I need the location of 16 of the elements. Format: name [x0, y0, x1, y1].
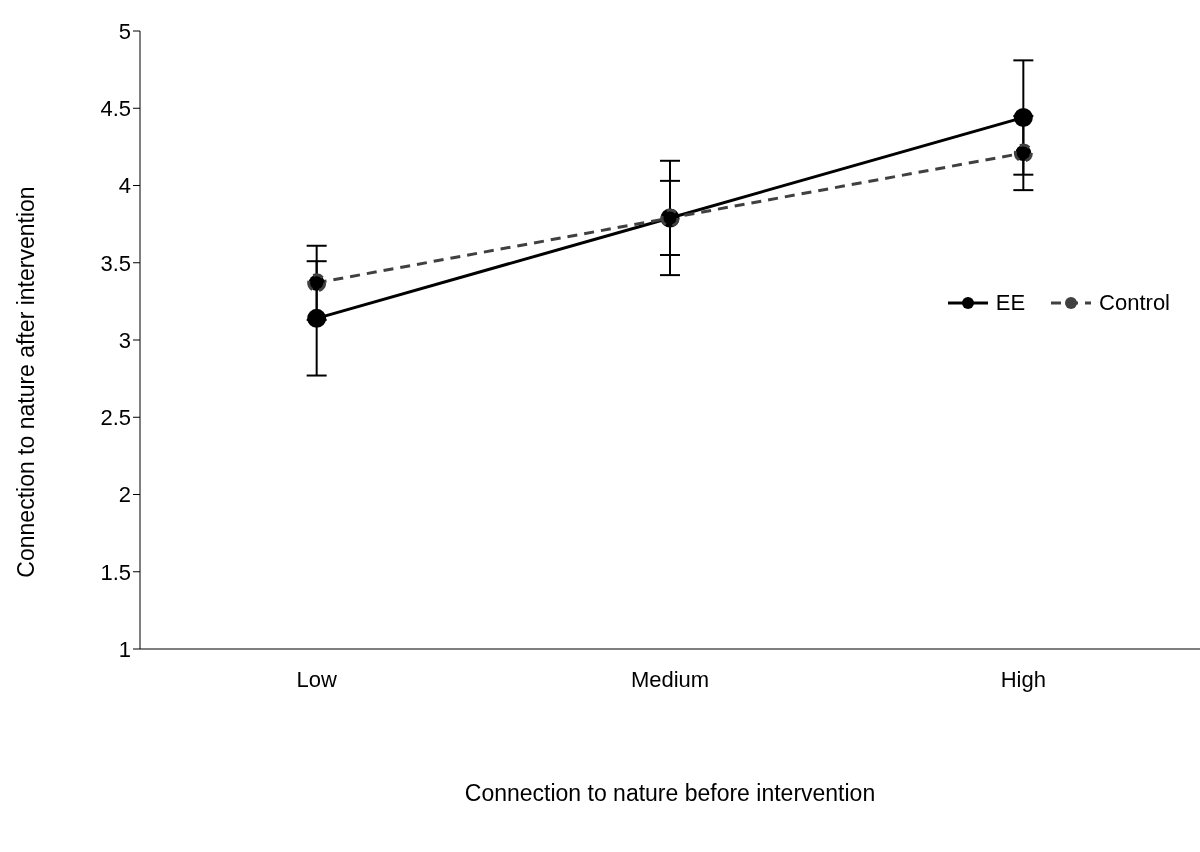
x-tick-label: Low	[296, 666, 337, 692]
y-tick-label: 3.5	[100, 250, 131, 276]
y-tick-label: 3	[118, 327, 131, 353]
x-axis-title: Connection to nature before intervention	[463, 780, 877, 807]
y-tick-label: 4	[118, 173, 131, 199]
legend-label: EE	[995, 290, 1026, 316]
y-tick-label: 2	[118, 482, 131, 508]
y-axis-title: Connection to nature after intervention	[12, 186, 40, 578]
y-tick-label: 1	[118, 636, 131, 662]
y-tick-label: 1.5	[100, 559, 131, 585]
x-tick-label: Medium	[630, 666, 710, 692]
x-tick-label: High	[1000, 666, 1046, 692]
legend-label: Control	[1099, 290, 1170, 316]
y-tick-label: 2.5	[100, 405, 131, 431]
y-tick-label: 5	[118, 18, 131, 44]
y-tick-label: 4.5	[100, 96, 131, 122]
